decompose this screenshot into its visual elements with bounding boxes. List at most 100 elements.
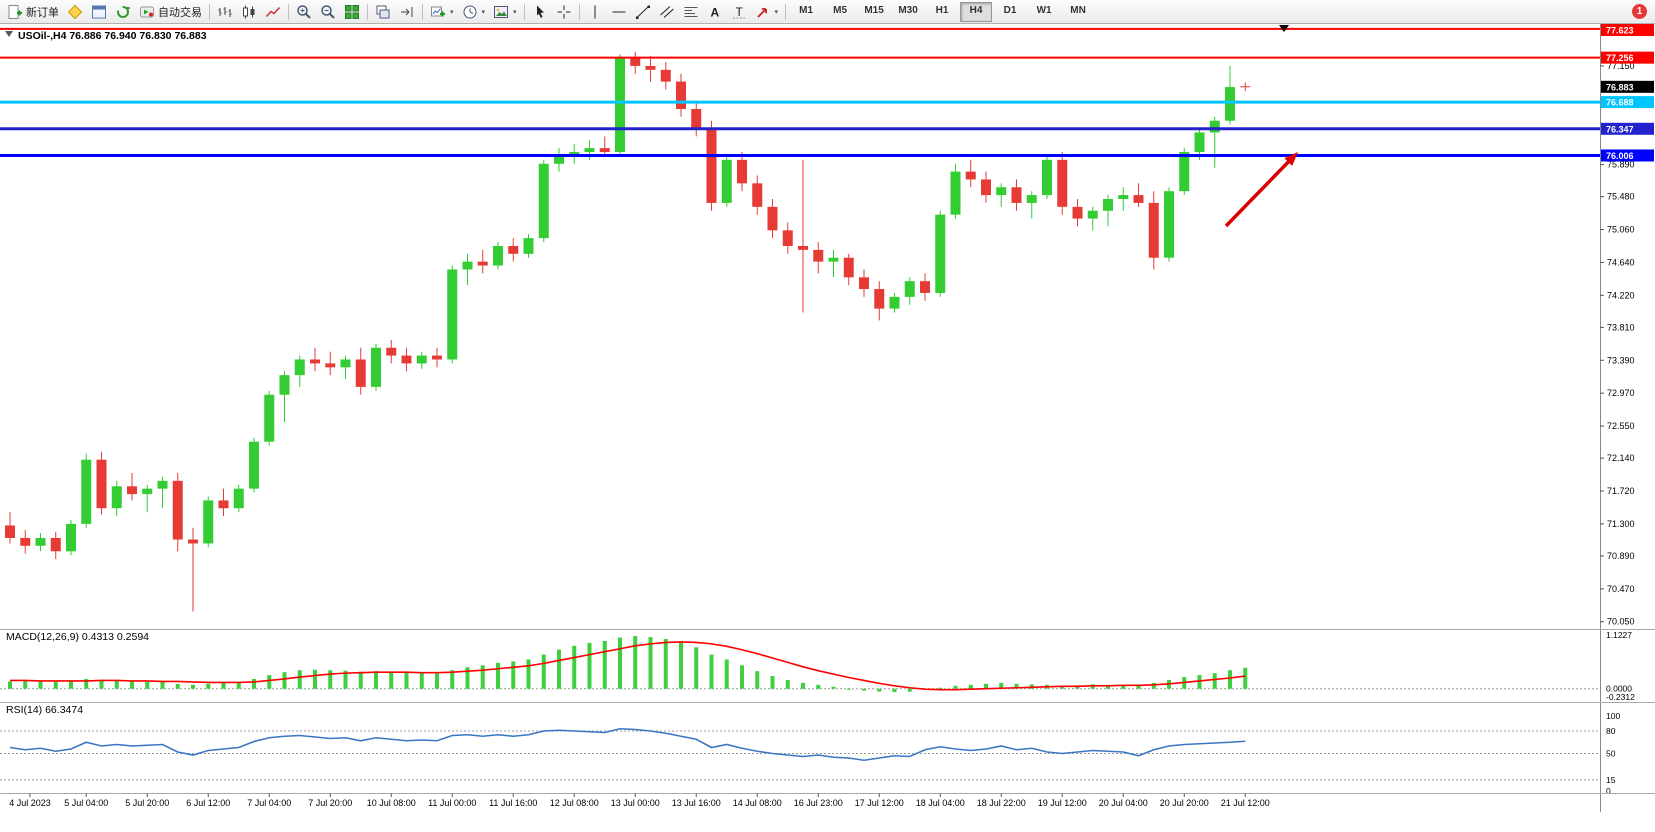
timeframe-m30-button[interactable]: M30 <box>898 4 918 16</box>
new-chart-icon <box>431 6 445 16</box>
candle-body <box>691 108 702 129</box>
candle-body <box>386 347 397 356</box>
timeframe-d1-button[interactable]: D1 <box>1003 4 1017 16</box>
candle-body <box>249 441 259 489</box>
tile-windows-button[interactable] <box>340 1 364 22</box>
timeframe-mn-button[interactable]: MN <box>1070 4 1086 16</box>
timeframe-m5-button[interactable]: M5 <box>833 4 848 16</box>
rsi-scale-label: 50 <box>1606 749 1616 759</box>
timeframe-m1-button[interactable]: M1 <box>799 4 814 16</box>
text-button[interactable]: A <box>703 1 727 22</box>
candle-body <box>737 159 747 184</box>
candle-body <box>752 183 763 207</box>
macd-histogram-bar <box>38 681 43 689</box>
svg-text:76.883: 76.883 <box>1606 82 1634 92</box>
bars-chart-button[interactable] <box>213 1 237 22</box>
line-chart-button[interactable] <box>261 1 285 22</box>
candle-body <box>904 281 915 297</box>
candle-body <box>203 500 214 544</box>
candle-body <box>615 58 625 153</box>
candle-body <box>859 277 869 290</box>
macd-histogram-bar <box>191 684 195 689</box>
candle-body <box>965 171 976 180</box>
time-tick-label: 4 Jul 2023 <box>9 798 51 808</box>
price-tick-label: 74.220 <box>1607 290 1635 300</box>
timeframe-w1-button[interactable]: W1 <box>1036 4 1052 16</box>
time-axis[interactable]: 4 Jul 2023 5 Jul 04:00 5 Jul 20:00 6 Jul 12… <box>9 793 1270 809</box>
candlestick-chart-button[interactable] <box>237 1 261 22</box>
crosshair-button[interactable] <box>552 1 576 22</box>
candle-body <box>493 245 503 266</box>
crosshair-icon <box>557 5 571 18</box>
candle-body <box>798 245 808 250</box>
fibonacci-button[interactable] <box>679 1 703 22</box>
zoom-out-button[interactable] <box>316 1 340 22</box>
market-watch-button[interactable] <box>87 1 111 22</box>
templates-button[interactable]: ▾ <box>489 1 521 22</box>
arrow-objects-button[interactable]: ▾ <box>751 1 783 22</box>
macd-scale-label: 0.0000 <box>1606 684 1632 694</box>
macd-histogram-bar <box>511 661 516 689</box>
candle-body <box>1179 152 1190 192</box>
macd-histogram-bar <box>145 681 150 689</box>
text-label-button[interactable]: T <box>727 1 751 22</box>
fibonacci-icon <box>684 6 698 17</box>
macd-histogram-bar <box>175 683 180 689</box>
price-label-box-77.256: 77.256 <box>1601 51 1654 64</box>
chevron-down-icon: ▾ <box>450 8 454 16</box>
macd-histogram-bar <box>694 647 699 689</box>
annotation-arrow[interactable] <box>1224 152 1298 228</box>
new-chart-button[interactable]: ▾ <box>426 1 458 22</box>
candle-body <box>81 459 92 524</box>
candle-body <box>264 394 275 442</box>
one-click-trading-toggle[interactable] <box>5 31 13 37</box>
time-tick-label: 20 Jul 04:00 <box>1099 798 1148 808</box>
timeframe-h1-button[interactable]: H1 <box>935 4 949 16</box>
candle-body <box>874 289 885 309</box>
candle-body <box>660 69 671 82</box>
price-scale[interactable]: 77.150 75.890 75.480 75.060 74.640 74.220 73.8… <box>1600 23 1655 812</box>
macd-histogram-bar <box>236 681 241 689</box>
zoom-in-button[interactable] <box>292 1 316 22</box>
price-tick-label: 71.300 <box>1607 519 1635 529</box>
time-tick-label: 7 Jul 04:00 <box>247 798 291 808</box>
price-tick-label: 75.890 <box>1607 160 1635 170</box>
autotrading-button[interactable]: 自动交易 <box>135 1 206 22</box>
time-tick-label: 19 Jul 12:00 <box>1038 798 1087 808</box>
auto-scroll-button[interactable] <box>395 1 419 22</box>
time-tick-label: 16 Jul 23:00 <box>794 798 843 808</box>
tile-windows-icon <box>345 4 359 19</box>
chart-shift-marker[interactable] <box>1279 25 1289 32</box>
horizontal-line-button[interactable] <box>607 1 631 22</box>
metaeditor-button[interactable] <box>63 1 87 22</box>
new-order-button[interactable]: 新订单 <box>3 1 63 22</box>
candle-body <box>310 359 320 364</box>
timeframe-m15-button[interactable]: M15 <box>864 4 884 16</box>
chevron-down-icon: ▾ <box>481 8 486 16</box>
equidistant-channel-button[interactable] <box>655 1 679 22</box>
candle-body <box>996 187 1007 196</box>
vertical-line-button[interactable] <box>583 1 607 22</box>
candle-body <box>828 257 839 262</box>
macd-histogram-bar <box>480 665 485 689</box>
arrow-objects-icon <box>756 7 767 18</box>
macd-histogram-bar <box>1136 684 1141 689</box>
macd-label: MACD(12,26,9) 0.4313 0.2594 <box>6 631 149 643</box>
macd-histogram-bar <box>1121 685 1126 689</box>
toolbar-separator <box>422 3 423 20</box>
svg-text:77.256: 77.256 <box>1606 53 1634 63</box>
macd-panel: MACD(12,26,9) 0.4313 0.2594 1.1227 0.0000-… <box>0 630 1635 702</box>
periods-button[interactable]: ▾ <box>458 1 490 22</box>
cursor-button[interactable] <box>528 1 552 22</box>
candle-body <box>477 261 488 266</box>
timeframe-h4-button[interactable]: H4 <box>960 1 993 22</box>
notification-badge[interactable]: 1 <box>1632 4 1647 19</box>
trendline-button[interactable] <box>631 1 655 22</box>
price-label-box-76.006: 76.006 <box>1601 149 1654 162</box>
refresh-button[interactable] <box>111 1 135 22</box>
candle-body <box>889 296 900 309</box>
cascade-windows-button[interactable] <box>371 1 395 22</box>
autotrading-label: 自动交易 <box>158 6 202 19</box>
time-tick-label: 10 Jul 08:00 <box>367 798 416 808</box>
